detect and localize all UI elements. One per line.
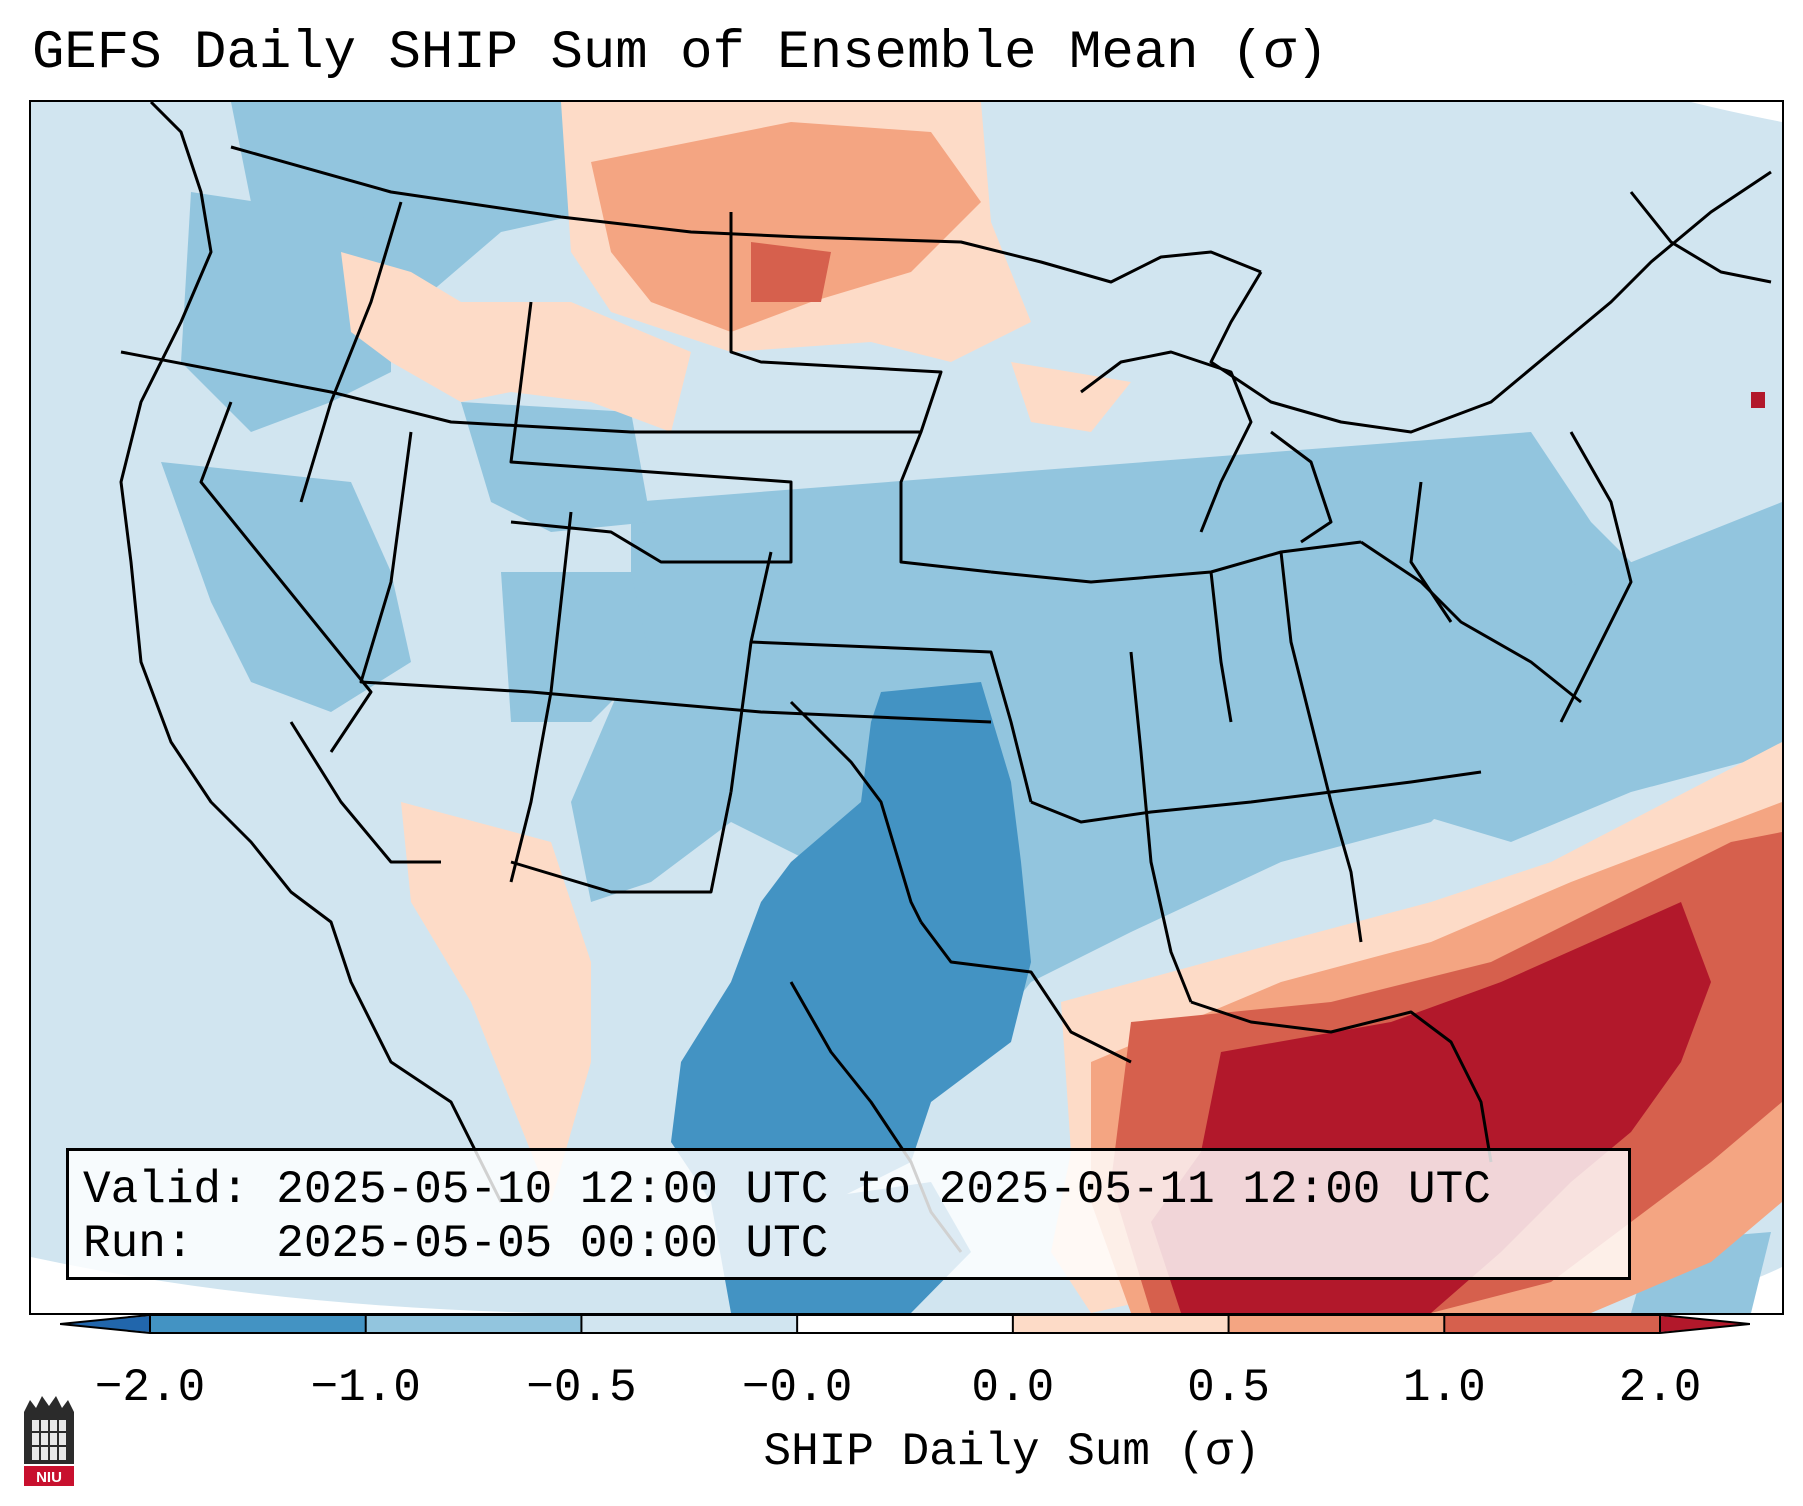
colorbar-bin	[797, 1315, 1014, 1333]
map-frame	[29, 100, 1784, 1315]
colorbar-bin	[1228, 1315, 1445, 1333]
valid-run-info-box: Valid: 2025-05-10 12:00 UTC to 2025-05-1…	[66, 1148, 1631, 1280]
map-canvas	[31, 102, 1782, 1313]
colorbar-tick-label: 2.0	[1618, 1362, 1702, 1414]
colorbar-tick-label: 1.0	[1402, 1362, 1486, 1414]
colorbar-bin	[150, 1315, 367, 1333]
valid-time-line: Valid: 2025-05-10 12:00 UTC to 2025-05-1…	[83, 1164, 1491, 1216]
colorbar-bin	[1012, 1315, 1230, 1333]
borders	[119, 102, 1772, 1253]
colorbar-tick-label: 0.5	[1187, 1362, 1270, 1414]
colorbar-tick-label: −2.0	[94, 1362, 206, 1414]
projection-edge-left	[31, 1257, 731, 1313]
colorbar-extend-low	[60, 1316, 150, 1332]
colorbar-bin	[1444, 1315, 1661, 1333]
colorbar-ticks	[149, 1315, 1661, 1333]
colorbar-bin	[581, 1315, 798, 1333]
colorbar-tick-label: −0.5	[526, 1362, 637, 1414]
colorbar-bin	[365, 1315, 582, 1333]
colorbar-tick-label: 0.0	[971, 1362, 1055, 1414]
colorbar-extend-high	[1660, 1316, 1750, 1332]
anomaly-moderate-negative	[161, 102, 1782, 1313]
colorbar-tick-label: −0.0	[741, 1362, 853, 1414]
niu-logo: NIU	[24, 1396, 74, 1486]
projection-edge-top	[1691, 102, 1782, 122]
run-time-line: Run: 2025-05-05 00:00 UTC	[83, 1218, 829, 1270]
colorbar-tick-label: −1.0	[310, 1362, 421, 1414]
colorbar-bins	[150, 1315, 1661, 1333]
logo-text: NIU	[36, 1469, 62, 1486]
colorbar-label: SHIP Daily Sum (σ)	[763, 1426, 1261, 1478]
map-title: GEFS Daily SHIP Sum of Ensemble Mean (σ)	[32, 23, 1329, 84]
colorbar	[60, 1314, 1750, 1334]
